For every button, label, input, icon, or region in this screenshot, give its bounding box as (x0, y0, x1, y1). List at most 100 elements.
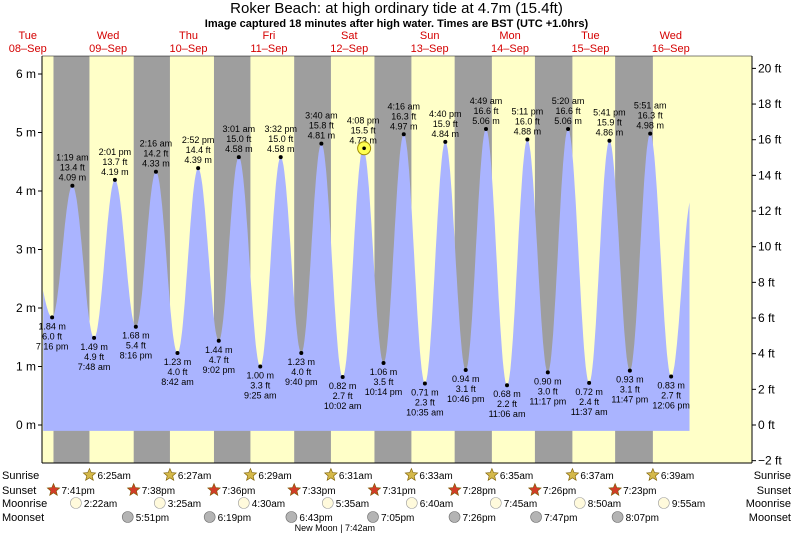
sunset-star-icon (367, 482, 382, 496)
low-tide-time: 12:06 pm (652, 400, 690, 410)
low-tide-time: 11:06 am (489, 409, 526, 419)
moonrise-time: 7:45am (504, 499, 537, 510)
day-of-week: Wed (97, 30, 119, 42)
moonset-time: 6:19pm (218, 513, 251, 524)
y-tick-label-ft: 2 ft (758, 382, 775, 396)
tide-extreme-point (463, 368, 468, 373)
sunset-star-icon (527, 482, 542, 496)
moonrise-time: 3:25am (168, 499, 201, 510)
moonset-time: 6:43pm (299, 513, 332, 524)
sunset-star-icon (287, 482, 302, 496)
moonset-time: 5:51pm (136, 513, 169, 524)
sunrise-star-icon (404, 467, 419, 481)
y-tick-label-m: 2 m (16, 301, 36, 315)
low-tide-metres: 1.49 m (80, 342, 108, 352)
sunrise-time: 6:31am (339, 471, 372, 482)
low-tide-feet: 3.5 ft (374, 377, 395, 387)
low-tide-time: 7:16 pm (36, 341, 69, 351)
high-tide-metres: 4.58 m (267, 144, 295, 154)
moonrise-time: 6:40am (420, 499, 453, 510)
sunset-star-icon (447, 482, 462, 496)
y-tick-label-ft: 12 ft (758, 204, 782, 218)
tide-extreme-point (545, 370, 550, 375)
day-date: 10–Sep (170, 43, 208, 55)
low-tide-metres: 0.83 m (657, 380, 685, 390)
moonset-moon-icon (530, 511, 542, 523)
day-date: 15–Sep (571, 43, 609, 55)
row-label-moonset-left: Moonset (2, 512, 44, 524)
moonset-time: 7:47pm (544, 513, 577, 524)
moonset-moon-icon (203, 511, 216, 523)
low-tide-metres: 1.23 m (164, 357, 192, 367)
high-tide-time: 3:40 am (305, 111, 338, 121)
day-date: 11–Sep (250, 43, 287, 55)
y-tick-label-ft: 20 ft (758, 61, 782, 75)
tide-extreme-point (258, 364, 263, 369)
low-tide-metres: 0.90 m (534, 376, 562, 386)
page-title: Roker Beach: at high ordinary tide at 4.… (230, 0, 563, 17)
high-tide-metres: 5.06 m (554, 116, 582, 126)
low-tide-metres: 0.72 m (575, 387, 603, 397)
high-tide-feet: 16.0 ft (515, 117, 541, 127)
day-date: 13–Sep (411, 43, 449, 55)
sunrise-time: 6:33am (419, 471, 452, 482)
tide-extreme-point (92, 335, 97, 340)
sunrise-star-icon (323, 467, 338, 481)
low-tide-time: 8:42 am (161, 377, 194, 387)
sunset-time: 7:23pm (623, 486, 656, 497)
high-tide-time: 2:01 pm (99, 147, 132, 157)
low-tide-metres: 1.84 m (38, 321, 66, 331)
sunset-time: 7:28pm (463, 486, 496, 497)
low-tide-time: 11:17 pm (529, 396, 566, 406)
moonrise-moon-icon (406, 497, 418, 509)
moonrise-moon-icon (321, 497, 334, 509)
day-of-week: Tue (18, 30, 37, 42)
low-tide-time: 9:02 pm (202, 365, 235, 375)
moonrise-moon-icon (70, 497, 82, 509)
moonrise-time: 5:35am (336, 499, 369, 510)
low-tide-feet: 2.4 ft (579, 397, 600, 407)
sunrise-star-icon (163, 467, 177, 481)
tide-extreme-point (278, 155, 283, 160)
moonset-moon-icon (285, 511, 298, 523)
low-tide-feet: 2.7 ft (661, 390, 682, 400)
tide-curve-area (43, 129, 690, 431)
high-tide-time: 2:52 pm (182, 135, 215, 145)
row-label-sunset-left: Sunset (2, 485, 36, 497)
high-tide-time: 3:01 am (223, 124, 256, 134)
moonrise-time: 8:50am (588, 499, 621, 510)
low-tide-feet: 4.0 ft (291, 367, 312, 377)
day-headers: Tue08–SepWed09–SepThu10–SepFri11–SepSat1… (9, 30, 690, 55)
sunset-star-icon (207, 482, 221, 496)
day-date: 12–Sep (330, 43, 368, 55)
high-tide-time: 5:51 am (634, 101, 667, 111)
high-tide-time: 4:40 pm (429, 109, 462, 119)
y-tick-label-ft: 10 ft (758, 240, 782, 254)
tide-extreme-point (153, 169, 158, 174)
low-tide-feet: 6.0 ft (42, 331, 63, 341)
low-tide-metres: 0.71 m (411, 387, 439, 397)
day-date: 16–Sep (652, 43, 690, 55)
high-tide-metres: 4.84 m (432, 129, 460, 139)
high-tide-metres: 4.81 m (308, 131, 336, 141)
moonset-moon-icon (448, 511, 461, 523)
sunset-time: 7:26pm (543, 486, 576, 497)
sunset-star-icon (46, 482, 61, 496)
high-tide-feet: 16.6 ft (473, 106, 499, 116)
sunset-time: 7:31pm (382, 486, 415, 497)
tide-extreme-point (50, 315, 55, 320)
low-tide-time: 10:02 am (324, 401, 362, 411)
tide-extreme-point (70, 183, 75, 188)
high-tide-feet: 15.9 ft (597, 118, 623, 128)
tide-extreme-point (340, 375, 345, 380)
high-tide-feet: 16.6 ft (556, 106, 582, 116)
high-tide-time: 3:32 pm (264, 124, 297, 134)
moonrise-moon-icon (237, 497, 250, 509)
day-of-week: Wed (660, 30, 682, 42)
low-tide-feet: 3.1 ft (456, 384, 477, 394)
moonset-time: 7:05pm (381, 513, 414, 524)
sunset-time: 7:41pm (61, 486, 94, 497)
sunrise-time: 6:35am (500, 471, 533, 482)
